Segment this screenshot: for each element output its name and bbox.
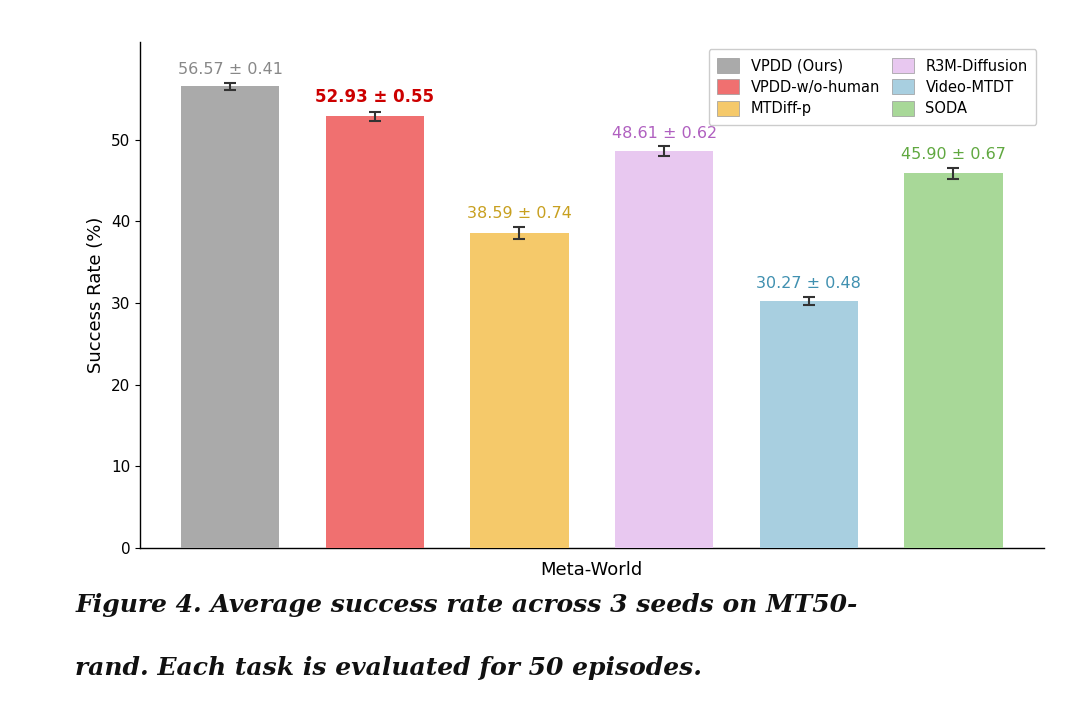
Text: 45.90 ± 0.67: 45.90 ± 0.67 <box>901 147 1006 162</box>
Text: 38.59 ± 0.74: 38.59 ± 0.74 <box>467 206 572 221</box>
Text: 30.27 ± 0.48: 30.27 ± 0.48 <box>756 276 861 291</box>
Bar <box>615 151 713 548</box>
Text: 56.57 ± 0.41: 56.57 ± 0.41 <box>178 62 283 77</box>
Bar <box>181 86 280 548</box>
Bar <box>760 300 858 548</box>
Bar <box>904 173 1003 548</box>
Text: 52.93 ± 0.55: 52.93 ± 0.55 <box>315 88 435 106</box>
X-axis label: Meta-World: Meta-World <box>540 562 643 579</box>
Text: Figure 4. Average success rate across 3 seeds on MT50-: Figure 4. Average success rate across 3 … <box>75 593 858 617</box>
Text: 48.61 ± 0.62: 48.61 ± 0.62 <box>611 126 717 140</box>
Y-axis label: Success Rate (%): Success Rate (%) <box>87 217 105 373</box>
Bar <box>326 116 424 548</box>
Legend: VPDD (Ours), VPDD-w/o-human, MTDiff-p, R3M-Diffusion, Video-MTDT, SODA: VPDD (Ours), VPDD-w/o-human, MTDiff-p, R… <box>709 49 1036 125</box>
Text: rand. Each task is evaluated for 50 episodes.: rand. Each task is evaluated for 50 epis… <box>75 656 703 680</box>
Bar <box>470 233 568 548</box>
